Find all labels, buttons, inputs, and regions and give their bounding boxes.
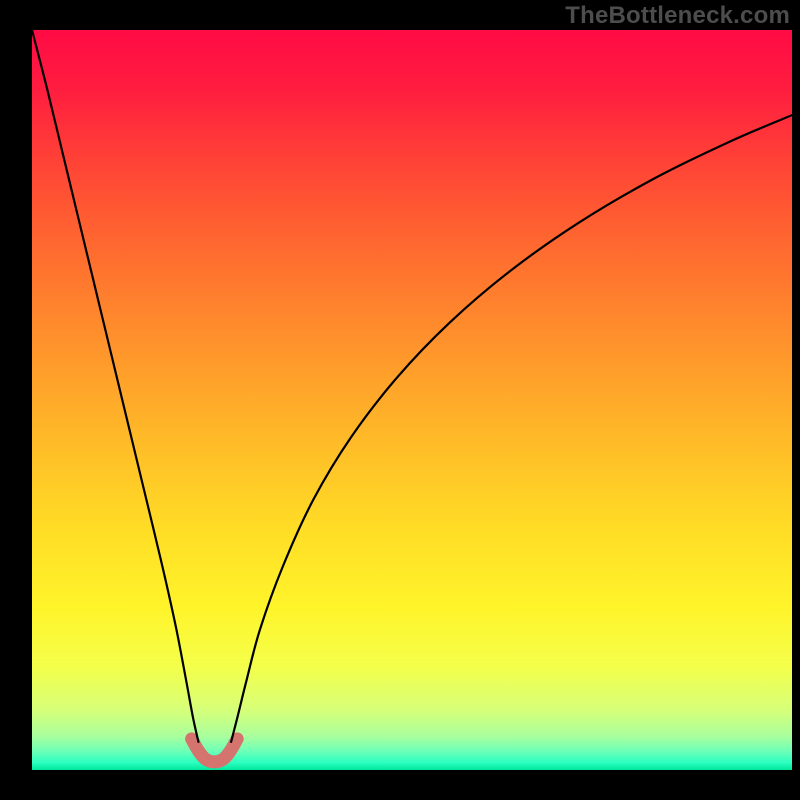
curve-layer bbox=[32, 30, 792, 770]
frame-right bbox=[792, 0, 800, 800]
frame-bottom bbox=[0, 770, 800, 800]
frame-left bbox=[0, 0, 32, 800]
right-curve bbox=[231, 115, 792, 742]
left-curve bbox=[32, 30, 198, 742]
plot-area bbox=[32, 30, 792, 770]
chart-stage: TheBottleneck.com bbox=[0, 0, 800, 800]
watermark-text: TheBottleneck.com bbox=[565, 2, 790, 30]
